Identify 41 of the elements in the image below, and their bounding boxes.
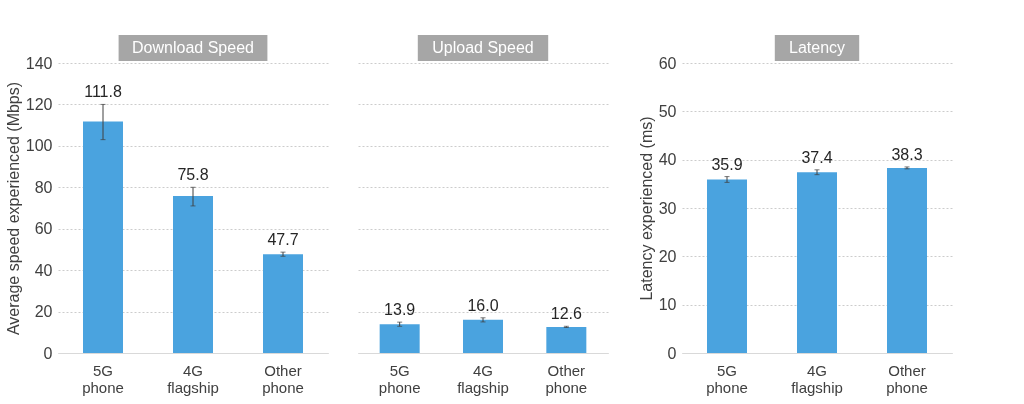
y-axis-title: Average speed experienced (Mbps): [4, 81, 22, 336]
chart-title: Upload Speed: [432, 39, 534, 56]
x-tick-label: Other phone: [262, 361, 304, 396]
data-label: 12.6: [550, 305, 583, 323]
y-tick-label: 40: [658, 151, 677, 169]
data-label: 111.8: [84, 83, 122, 101]
x-tick-label: Other phone: [886, 361, 928, 396]
y-tick-label: 20: [34, 303, 53, 321]
y-tick-label: 120: [25, 95, 53, 113]
x-tick-label: 4G flagship: [167, 361, 219, 396]
bar: [83, 121, 123, 353]
y-tick-label: 40: [34, 261, 53, 279]
chart-title: Latency: [788, 39, 846, 56]
chart-title: Download Speed: [132, 39, 254, 56]
y-tick-label: 60: [658, 54, 677, 72]
bar: [263, 254, 303, 353]
y-axis-title: Latency experienced (ms): [637, 116, 655, 301]
x-tick-label: 5G phone: [706, 361, 748, 396]
data-label: 37.4: [801, 148, 833, 166]
x-tick-label: 5G phone: [378, 361, 421, 396]
y-tick-label: 100: [25, 137, 53, 155]
y-tick-label: 0: [667, 344, 677, 362]
data-label: 35.9: [711, 155, 743, 173]
y-tick-label: 0: [43, 344, 53, 362]
data-label: 47.7: [267, 231, 299, 249]
y-tick-label: 50: [658, 102, 677, 120]
data-label: 13.9: [384, 301, 416, 319]
y-tick-label: 20: [658, 247, 677, 265]
y-tick-label: 140: [25, 54, 53, 72]
y-tick-label: 60: [34, 220, 53, 238]
x-tick-label: 4G flagship: [457, 361, 509, 396]
x-tick-label: 4G flagship: [791, 361, 843, 396]
data-label: 16.0: [467, 296, 499, 314]
y-tick-label: 30: [658, 199, 677, 217]
y-tick-label: 80: [34, 178, 53, 196]
data-label: 75.8: [177, 166, 209, 184]
x-tick-label: Other phone: [545, 361, 588, 396]
bar: [173, 195, 213, 353]
data-label: 38.3: [891, 145, 923, 163]
y-tick-label: 10: [658, 296, 677, 314]
x-tick-label: 5G phone: [82, 361, 124, 396]
